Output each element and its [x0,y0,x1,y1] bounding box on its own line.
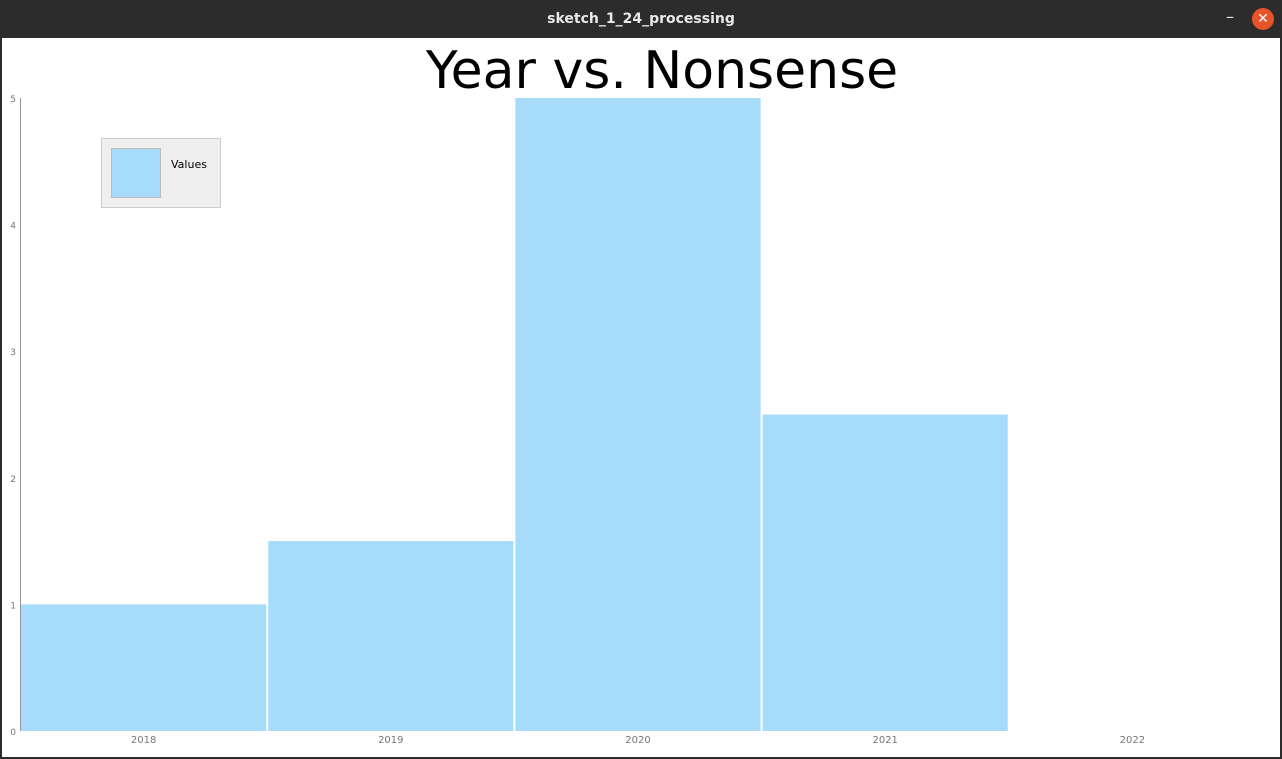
bar-chart: 0 1 2 3 4 5 2018 2019 2020 2021 2022 [10,95,1145,746]
y-tick-label: 4 [10,222,16,232]
y-tick-label: 3 [10,348,16,358]
sketch-canvas: Year vs. Nonsense 0 1 2 3 4 5 2018 2019 2020 2021… [2,38,1280,757]
y-tick-label: 2 [10,475,16,485]
bar-2021 [762,414,1008,731]
x-tick-label: 2021 [872,735,897,746]
close-icon[interactable]: ✕ [1252,8,1274,30]
x-tick-label: 2022 [1120,735,1145,746]
legend-label: Values [171,158,207,171]
x-tick-label: 2018 [131,735,156,746]
minimize-icon[interactable]: – [1226,7,1234,26]
chart-title: Year vs. Nonsense [425,41,899,101]
x-tick-label: 2020 [625,735,650,746]
bar-2018 [21,604,267,731]
title-bar[interactable]: sketch_1_24_processing – ✕ [0,0,1282,38]
y-tick-label: 1 [10,601,16,611]
bar-2019 [268,541,514,731]
x-tick-label: 2019 [378,735,403,746]
bar-2020 [515,98,761,731]
window-title: sketch_1_24_processing [547,11,735,27]
legend-swatch [111,148,161,198]
legend: Values [101,138,221,208]
y-tick-label: 0 [10,728,16,738]
y-tick-label: 5 [10,95,16,105]
